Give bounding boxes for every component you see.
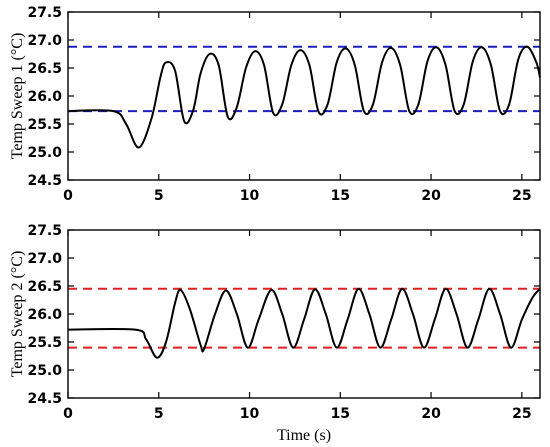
series-line-0	[67, 45, 541, 149]
y-tick-label: 25.0	[27, 145, 62, 161]
x-tick-label: 15	[331, 406, 350, 422]
x-tick-label: 5	[154, 406, 164, 422]
y-tick-label: 26.5	[27, 279, 62, 295]
x-axis-title: Time (s)	[277, 427, 331, 444]
y-tick-label: 27.0	[27, 33, 62, 49]
y-tick-label: 25.0	[27, 363, 62, 379]
y-tick-label: 27.5	[27, 5, 62, 21]
chart-panel-top: 0 5 10 15 20 25 24.5 25.0 25.5 26.0 26.5 27.0 27.5Te…	[9, 5, 541, 204]
y-tick-label: 26.0	[27, 89, 62, 105]
y-tick-label: 27.5	[27, 223, 62, 239]
x-tick-label: 0	[63, 406, 73, 422]
series-line-0	[67, 287, 541, 359]
plot-frame	[67, 11, 541, 181]
y-tick-label: 24.5	[27, 391, 62, 407]
x-tick-label: 20	[421, 188, 441, 204]
x-tick-label: 20	[421, 406, 441, 422]
y-axis-title: Temp Sweep 1 (°C)	[9, 33, 26, 160]
y-tick-label: 25.5	[27, 335, 62, 351]
y-tick-label: 27.0	[27, 251, 62, 267]
x-tick-label: 10	[240, 406, 260, 422]
x-tick-label: 0	[63, 188, 73, 204]
x-tick-label: 25	[512, 188, 531, 204]
y-tick-label: 26.5	[27, 61, 62, 77]
y-tick-label: 26.0	[27, 307, 62, 323]
chart-panel-bottom: 0 5 10 15 20 25 24.5 25.0 25.5 26.0 26.5 27.0 27.5Te…	[9, 223, 541, 444]
x-tick-label: 10	[240, 188, 260, 204]
y-tick-label: 24.5	[27, 173, 62, 189]
y-axis-title: Temp Sweep 2 (°C)	[9, 251, 26, 378]
x-tick-label: 25	[512, 406, 531, 422]
y-tick-label: 25.5	[27, 117, 62, 133]
x-tick-label: 5	[154, 188, 164, 204]
x-tick-label: 15	[331, 188, 350, 204]
plot-frame	[67, 229, 541, 399]
